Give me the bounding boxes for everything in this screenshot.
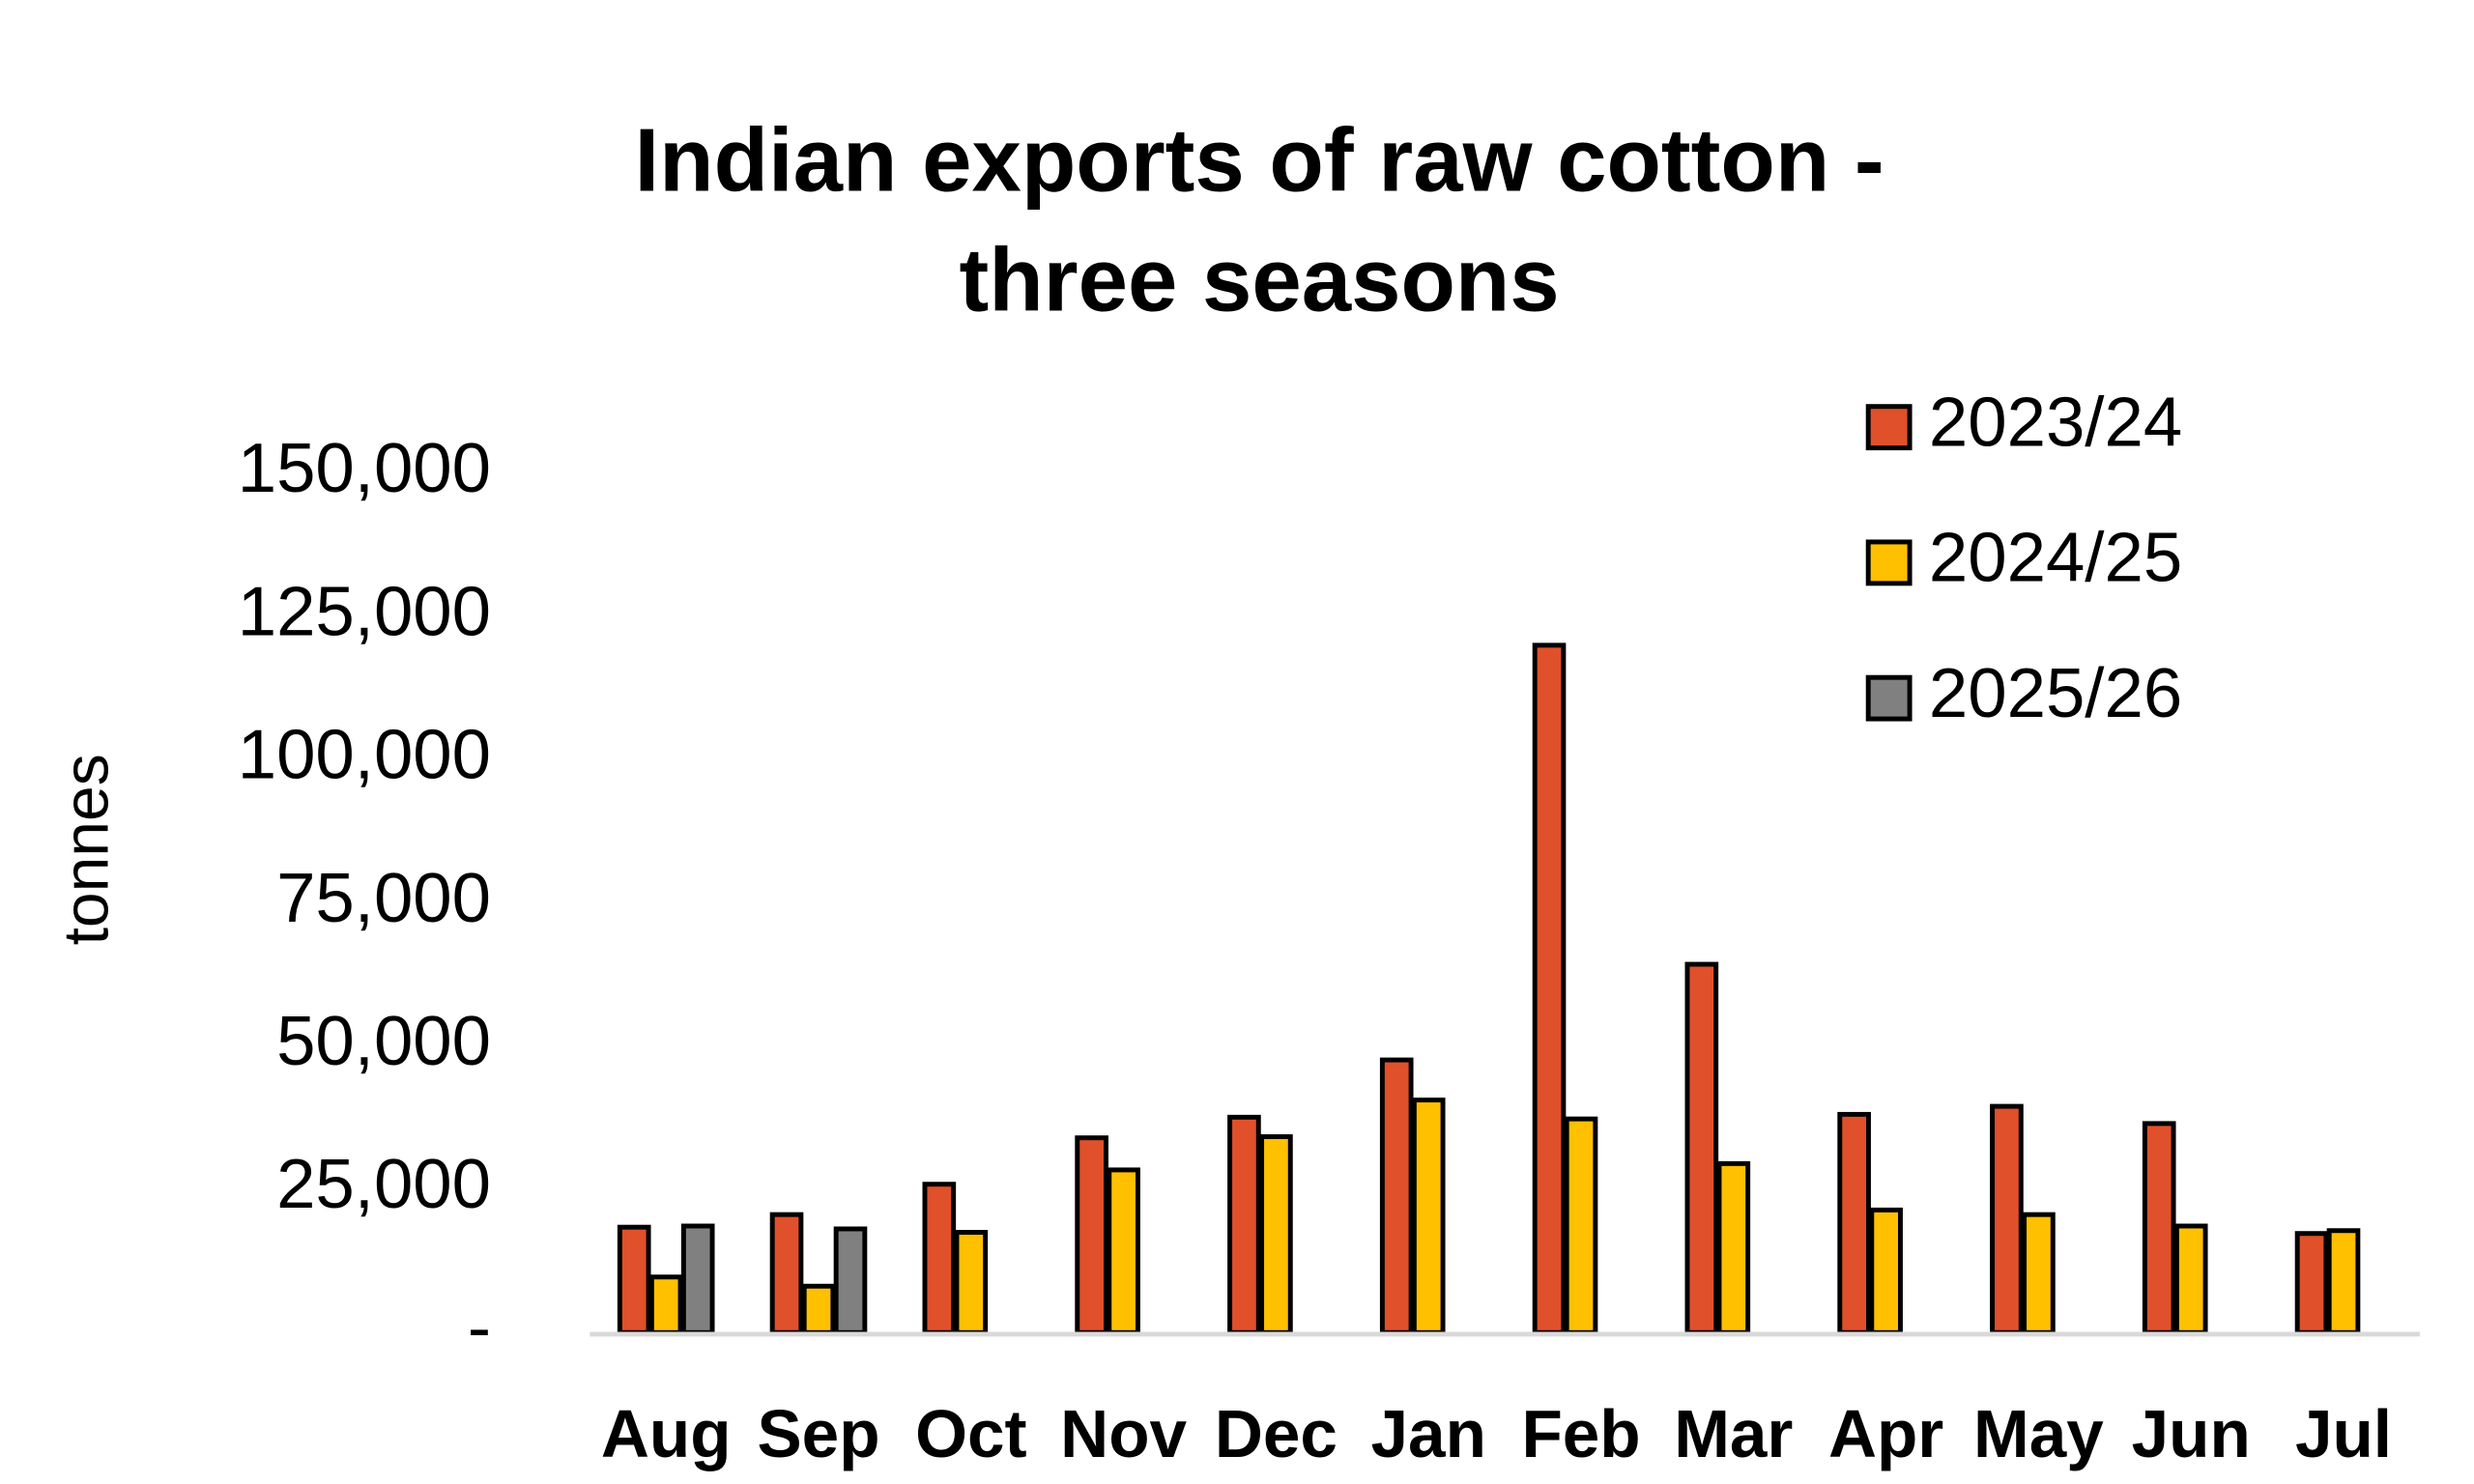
bar (922, 1182, 957, 1335)
bar (2326, 1228, 2361, 1335)
bar (769, 1212, 804, 1335)
x-tick-label: Sep (757, 1396, 879, 1471)
x-tick-label: Dec (1215, 1396, 1338, 1471)
y-tick-label: 25,000 (276, 1145, 491, 1223)
x-tick-label: Aug (601, 1396, 732, 1471)
bar (2022, 1212, 2056, 1335)
x-tick-label: Apr (1828, 1396, 1943, 1471)
bar (833, 1226, 868, 1335)
legend-swatch (1865, 539, 1913, 586)
bar (2142, 1121, 2176, 1335)
legend-label: 2025/26 (1929, 654, 2182, 732)
legend-label: 2024/25 (1929, 519, 2182, 597)
bar (1259, 1134, 1293, 1335)
y-tick-label: - (468, 1288, 491, 1366)
bar (1107, 1167, 1140, 1335)
x-tick-label: Jun (2132, 1396, 2251, 1471)
bar (1837, 1111, 1871, 1335)
bar (954, 1230, 989, 1335)
bar (1869, 1207, 1903, 1335)
bar (1564, 1116, 1598, 1335)
bar (680, 1223, 715, 1335)
bar (1411, 1098, 1446, 1335)
legend-swatch (1865, 404, 1913, 451)
bar (2173, 1223, 2208, 1335)
x-tick-label: Mar (1674, 1396, 1793, 1471)
bar (617, 1224, 651, 1335)
y-tick-label: 150,000 (238, 429, 491, 507)
x-tick-label: Jan (1371, 1396, 1486, 1471)
bar (1716, 1160, 1751, 1335)
bar (1379, 1057, 1414, 1335)
legend-label: 2023/24 (1929, 383, 2182, 461)
y-tick-label: 75,000 (276, 859, 491, 937)
chart-title: three seasons (959, 229, 1559, 329)
legend-swatch (1865, 674, 1913, 722)
bar (2294, 1231, 2329, 1335)
y-axis-title: tonnes (49, 754, 121, 945)
bar (1684, 961, 1719, 1335)
x-tick-label: Feb (1521, 1396, 1640, 1471)
bar (1227, 1114, 1261, 1335)
bar (648, 1274, 683, 1335)
y-tick-label: 50,000 (276, 1002, 491, 1080)
chart-title: Indian exports of raw cotton - (635, 110, 1884, 211)
x-tick-label: Jul (2295, 1396, 2392, 1471)
bar (1532, 642, 1567, 1335)
x-tick-label: May (1973, 1396, 2104, 1471)
x-tick-label: Nov (1060, 1396, 1187, 1471)
y-tick-label: 125,000 (238, 572, 491, 650)
x-tick-label: Oct (915, 1396, 1026, 1471)
y-tick-label: 100,000 (238, 716, 491, 794)
bar (801, 1283, 836, 1335)
bar (1075, 1135, 1108, 1335)
bar (1990, 1103, 2024, 1335)
